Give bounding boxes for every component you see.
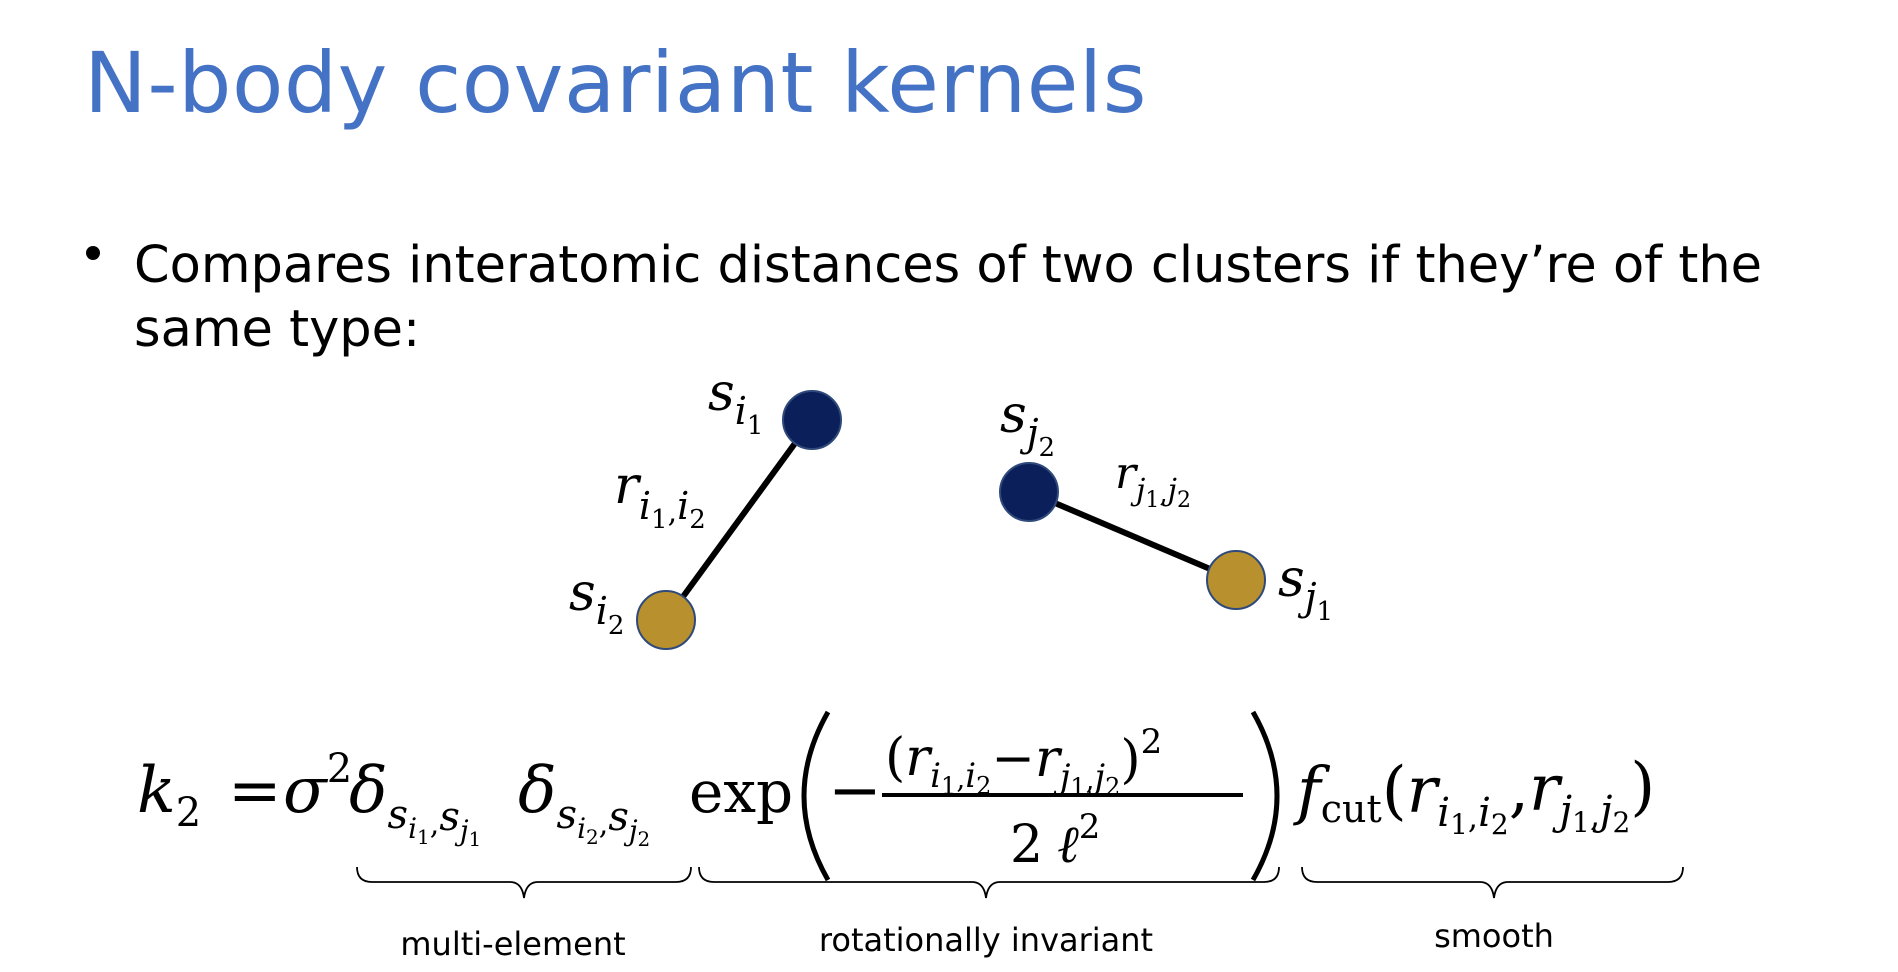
fraction-numerator: (ri1,i2−rj1,j2)2 <box>885 722 1162 801</box>
left-bond-label: ri1,i2 <box>614 456 706 535</box>
right-atom-top <box>999 462 1059 522</box>
right-cluster: sj2 rj1,j2 sj1 <box>999 385 1333 627</box>
right-top-atom-label: sj2 <box>1000 385 1055 463</box>
brace-multi-element <box>356 866 692 899</box>
left-atom-top <box>782 390 842 450</box>
left-bond-line <box>663 418 815 622</box>
right-atom-bottom <box>1206 550 1266 610</box>
equation-equals: = <box>228 754 282 828</box>
brace-smooth <box>1301 866 1684 899</box>
left-bottom-atom-label: si2 <box>569 563 624 641</box>
label-smooth: smooth <box>1434 917 1554 955</box>
big-right-paren <box>1250 710 1280 882</box>
right-bond-line <box>1027 489 1238 583</box>
fraction-denominator: 2 ℓ2 <box>1010 807 1100 875</box>
underbraces <box>356 866 1684 899</box>
right-bottom-atom-label: sj1 <box>1278 549 1333 627</box>
left-atom-bottom <box>636 590 696 650</box>
kernel-equation: k2 = σ2 δsi1,sj1 δsi2,sj2 exp − (ri1,i2−… <box>137 710 1655 882</box>
equation-sigma: σ2 <box>283 746 352 828</box>
equation-exp: exp <box>689 758 793 826</box>
delta-second: δsi2,sj2 <box>518 754 650 851</box>
brace-rotationally-invariant <box>698 866 1280 899</box>
left-top-atom-label: si1 <box>708 363 763 441</box>
equation-minus: − <box>828 754 882 828</box>
left-cluster: si1 ri1,i2 si2 <box>569 363 842 650</box>
big-left-paren <box>801 710 831 882</box>
bullet-point-icon <box>86 246 100 260</box>
slide-title: N-body covariant kernels <box>84 34 1147 132</box>
label-rotationally-invariant: rotationally invariant <box>819 921 1153 959</box>
delta-first: δsi1,sj1 <box>349 754 481 851</box>
bullet-text: Compares interatomic distances of two cl… <box>134 236 1763 359</box>
equation-fcut: fcut(ri1,i2,rj1,j2) <box>1293 750 1655 841</box>
right-bond-label: rj1,j2 <box>1115 448 1191 513</box>
label-multi-element: multi-element <box>400 925 625 963</box>
equation-lhs: k2 <box>137 754 201 836</box>
